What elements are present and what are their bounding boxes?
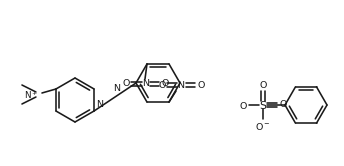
Text: N: N [178,81,184,89]
Text: O: O [161,80,169,88]
Text: O: O [239,101,247,111]
Text: N: N [114,84,120,93]
Text: N: N [142,80,150,88]
Text: O: O [158,81,166,89]
Text: S: S [259,101,267,111]
Text: O$^-$: O$^-$ [255,121,271,131]
Text: O: O [197,81,205,89]
Text: O: O [259,81,267,89]
Text: O: O [279,99,287,109]
Text: O: O [122,80,130,88]
Text: N$^+$: N$^+$ [24,89,38,101]
Text: N: N [96,100,103,109]
